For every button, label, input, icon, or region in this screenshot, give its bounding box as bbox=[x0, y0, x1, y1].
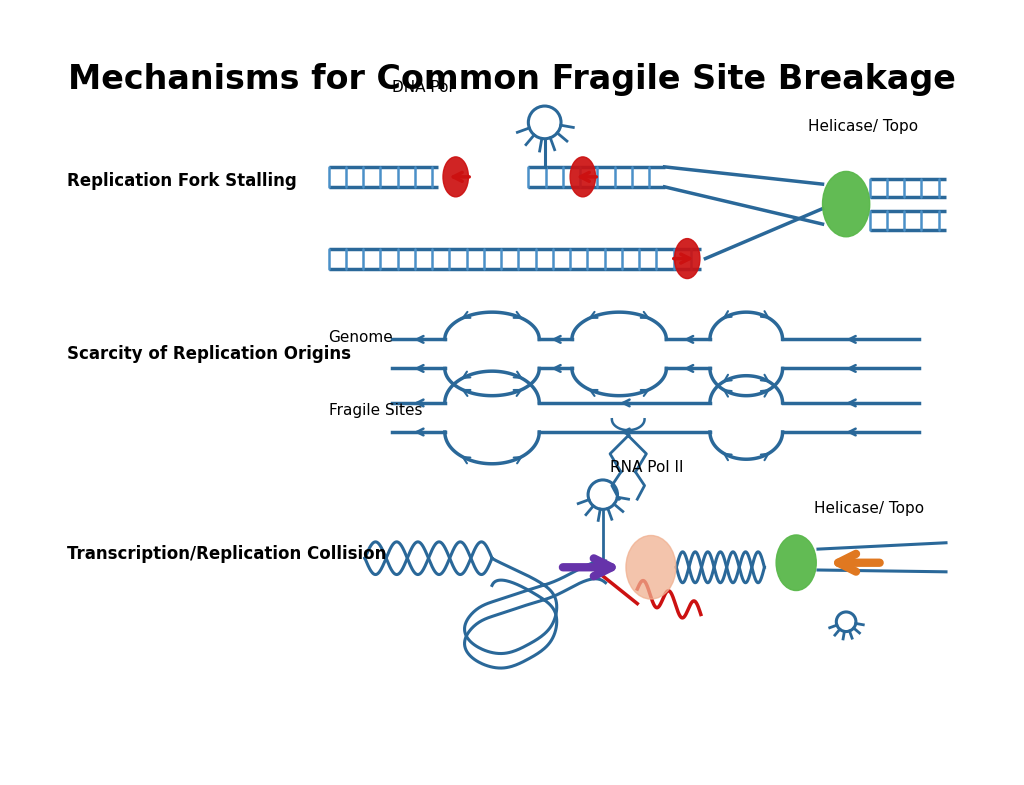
Ellipse shape bbox=[570, 157, 596, 197]
Text: Scarcity of Replication Origins: Scarcity of Replication Origins bbox=[68, 345, 351, 363]
Text: Helicase/ Topo: Helicase/ Topo bbox=[808, 119, 919, 134]
Text: Fragile Sites: Fragile Sites bbox=[329, 403, 422, 418]
Text: RNA Pol II: RNA Pol II bbox=[610, 460, 684, 475]
Text: Mechanisms for Common Fragile Site Breakage: Mechanisms for Common Fragile Site Break… bbox=[68, 64, 956, 97]
Text: Replication Fork Stalling: Replication Fork Stalling bbox=[68, 173, 297, 191]
Ellipse shape bbox=[443, 157, 468, 197]
Text: Transcription/Replication Collision: Transcription/Replication Collision bbox=[68, 545, 386, 563]
Ellipse shape bbox=[675, 239, 700, 279]
Ellipse shape bbox=[822, 171, 869, 237]
Text: Helicase/ Topo: Helicase/ Topo bbox=[814, 501, 925, 516]
Ellipse shape bbox=[626, 535, 676, 599]
Text: Genome: Genome bbox=[329, 330, 393, 345]
Ellipse shape bbox=[776, 535, 816, 590]
Text: DNA Pol: DNA Pol bbox=[392, 80, 453, 96]
